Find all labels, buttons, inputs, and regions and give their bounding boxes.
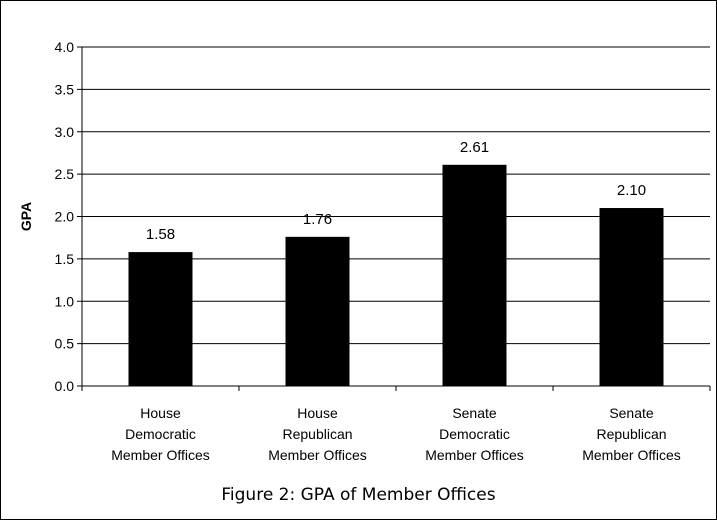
x-tick-label: Democratic xyxy=(439,426,510,442)
figure-caption: Figure 2: GPA of Member Offices xyxy=(221,485,496,505)
y-tick-label: 3.5 xyxy=(55,81,75,97)
bar xyxy=(442,164,507,386)
data-label: 2.10 xyxy=(617,182,646,199)
x-tick-label: House xyxy=(140,405,181,421)
y-tick-label: 1.5 xyxy=(55,251,75,267)
x-tick-label: House xyxy=(297,405,338,421)
bar xyxy=(599,208,664,386)
x-tick-label: Republican xyxy=(596,426,666,442)
y-tick-label: 2.0 xyxy=(55,209,75,225)
y-tick-label: 1.0 xyxy=(55,293,75,309)
y-tick-label: 2.5 xyxy=(55,166,75,182)
x-tick-label: Senate xyxy=(452,405,497,421)
data-label: 2.61 xyxy=(460,139,489,156)
x-tick-label: Member Offices xyxy=(268,447,367,463)
x-tick-label: Republican xyxy=(282,426,352,442)
data-label: 1.58 xyxy=(146,226,175,243)
y-tick-label: 4.0 xyxy=(55,39,75,55)
x-tick-label: Member Offices xyxy=(425,447,524,463)
x-tick-label: Member Offices xyxy=(111,447,210,463)
x-tick-label: Member Offices xyxy=(582,447,681,463)
bar xyxy=(285,236,350,386)
data-label: 1.76 xyxy=(303,211,332,228)
y-axis-title: GPA xyxy=(18,202,34,231)
y-tick-label: 0.0 xyxy=(55,378,75,394)
y-tick-label: 0.5 xyxy=(55,336,75,352)
x-tick-label: Democratic xyxy=(125,426,196,442)
bar xyxy=(128,252,193,386)
x-tick-label: Senate xyxy=(609,405,654,421)
y-tick-label: 3.0 xyxy=(55,124,75,140)
